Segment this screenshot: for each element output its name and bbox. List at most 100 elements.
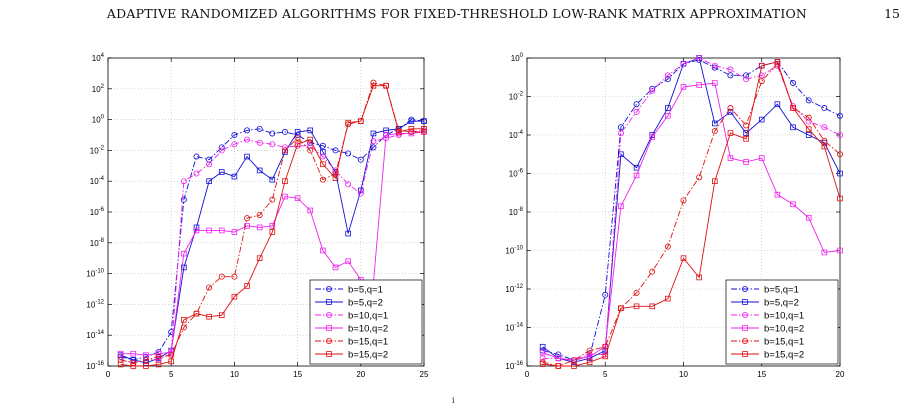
data-point	[155, 350, 162, 357]
data-point	[586, 353, 593, 360]
data-point	[218, 144, 225, 151]
data-point	[307, 147, 314, 154]
data-point	[837, 247, 843, 254]
data-point	[711, 128, 718, 135]
legend-box	[725, 279, 839, 365]
data-point	[618, 305, 624, 312]
legend-item: b=10,q=2	[731, 324, 804, 335]
data-point	[664, 76, 671, 83]
x-tick-label: 15	[293, 370, 302, 379]
data-point	[319, 142, 326, 149]
data-point	[370, 138, 377, 145]
data-point	[370, 130, 377, 137]
series-line	[120, 85, 424, 367]
data-point	[256, 167, 263, 174]
data-point	[743, 159, 749, 165]
y-tick-label: 10-10	[505, 246, 523, 256]
data-point	[294, 195, 301, 201]
data-point	[586, 347, 593, 354]
data-point	[244, 283, 250, 289]
data-point	[649, 134, 655, 140]
data-point	[837, 151, 844, 158]
data-point	[743, 72, 750, 79]
x-tick-label: 15	[757, 370, 766, 379]
data-point	[665, 105, 671, 111]
data-point	[539, 343, 546, 350]
data-point	[218, 147, 225, 154]
data-point	[821, 137, 828, 144]
data-point	[696, 274, 702, 281]
data-point	[617, 130, 624, 137]
data-point	[244, 127, 251, 134]
data-point	[586, 359, 593, 365]
x-tick-label: 0	[525, 370, 530, 379]
data-point	[244, 215, 251, 222]
data-point	[790, 80, 797, 87]
data-point	[633, 289, 640, 296]
data-point	[244, 136, 251, 143]
y-tick-label: 10-8	[509, 207, 524, 217]
y-tick-label: 10-2	[90, 145, 105, 155]
data-point	[383, 82, 389, 89]
data-point	[664, 72, 671, 79]
data-point	[602, 291, 609, 298]
page-number: 15	[884, 6, 900, 21]
legend-label: b=15,q=1	[348, 337, 388, 348]
data-point	[155, 361, 162, 368]
data-point	[231, 229, 238, 235]
series-line	[542, 59, 841, 361]
legend-item: b=5,q=1	[315, 285, 383, 296]
data-point	[130, 350, 137, 357]
data-point	[319, 176, 326, 183]
data-point	[180, 178, 187, 185]
data-point	[345, 258, 351, 265]
data-point	[181, 264, 187, 271]
data-point	[269, 196, 276, 203]
legend-marker	[742, 285, 749, 292]
data-point	[294, 141, 301, 148]
legend-marker	[326, 299, 332, 305]
data-point	[680, 84, 687, 90]
data-point	[130, 359, 137, 366]
legend-item: b=10,q=1	[315, 311, 388, 322]
y-tick-label: 10-6	[90, 207, 105, 217]
data-point	[256, 125, 263, 132]
x-tick-label: 0	[106, 370, 111, 379]
data-point	[743, 76, 750, 83]
legend-item: b=10,q=2	[315, 324, 388, 335]
legend-item: b=15,q=2	[731, 350, 804, 361]
y-tick-label: 10-12	[505, 284, 523, 294]
data-point	[790, 124, 796, 131]
data-point	[143, 363, 149, 369]
data-point	[539, 349, 546, 356]
legend-label: b=10,q=1	[348, 311, 388, 322]
legend-label: b=5,q=2	[764, 298, 799, 309]
data-point	[269, 141, 276, 148]
data-point	[758, 116, 765, 123]
data-point	[805, 126, 812, 133]
data-point	[743, 136, 749, 142]
legend-item: b=15,q=2	[315, 350, 388, 361]
data-point	[143, 360, 149, 366]
data-point	[805, 114, 812, 121]
y-tick-label: 102	[92, 84, 105, 94]
data-point	[218, 169, 225, 175]
data-point	[743, 130, 749, 136]
legend-marker	[742, 351, 748, 357]
data-point	[555, 355, 562, 362]
legend-marker	[326, 325, 332, 331]
data-point	[181, 316, 187, 323]
data-point	[206, 156, 213, 163]
y-tick-label: 10-4	[509, 130, 524, 140]
y-tick-label: 10-12	[86, 299, 104, 309]
data-point	[408, 118, 415, 124]
data-point	[256, 224, 263, 231]
data-point	[712, 178, 718, 185]
data-point	[294, 129, 301, 135]
legend: b=5,q=1 b=5,q=2 b=10,q=1 b=10,q=2 b=15,q=1 b=…	[309, 279, 423, 365]
data-point	[664, 243, 671, 250]
data-point	[345, 119, 351, 126]
data-point	[758, 78, 765, 85]
series-b=15,q=2	[539, 59, 843, 369]
